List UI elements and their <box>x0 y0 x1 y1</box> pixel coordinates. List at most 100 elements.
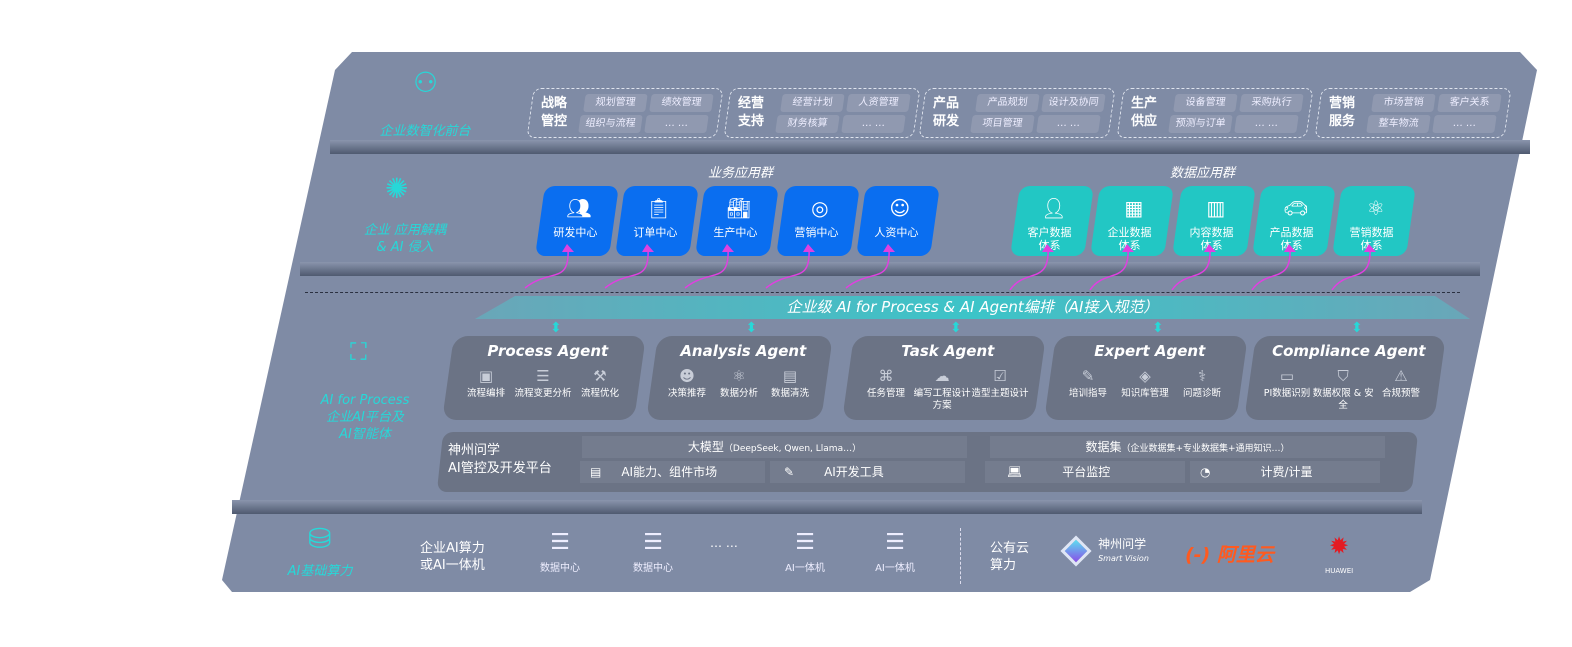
server-item: ☰ AI一体机 <box>780 530 830 574</box>
agent-feature[interactable]: ⚕ 问题诊断 <box>1171 367 1233 400</box>
connector-arrowhead <box>1122 244 1134 252</box>
doc-icon: ▤ <box>783 367 798 385</box>
connector-arrow <box>1089 247 1129 291</box>
agent-name: Expert Agent <box>1094 342 1206 360</box>
agent-feature[interactable]: ▤ 数据清洗 <box>759 367 821 400</box>
agent-name: Compliance Agent <box>1272 342 1426 360</box>
platform-title-line2: AI管控及开发平台 <box>448 461 552 476</box>
dataset-note: （企业数据集+专业数据集+通用知识…） <box>1121 444 1290 454</box>
server-label: 数据中心 <box>540 563 580 574</box>
layers-icon: ◈ <box>1139 367 1151 385</box>
agent-feature[interactable]: ▭ PI数据识别 <box>1256 367 1318 400</box>
enterprise-compute-line2: 或AI一体机 <box>420 558 485 573</box>
layer-label-ai: AI for Process 企业AI平台及 AI智能体 <box>300 392 430 443</box>
agent-name: Task Agent <box>901 342 995 360</box>
down-arrow-icon: ⬍ <box>1152 320 1164 336</box>
aliyun-name: 阿里云 <box>1216 544 1274 566</box>
platform-title-line1: 神州问学 <box>448 443 501 458</box>
layer-label-apps: 企业 应用解耦 & AI 侵入 <box>340 222 470 256</box>
server-icon: ☰ <box>885 530 905 555</box>
layer-label-compute: AI基础算力 <box>287 564 353 579</box>
server-icon: ☰ <box>550 530 570 555</box>
agent-feature-label: 数据权限 & 安全 <box>1312 388 1374 411</box>
connector-arrow <box>1009 247 1049 291</box>
smartvision-diamond-icon <box>1060 535 1092 567</box>
pen-icon: ✎ <box>1081 367 1094 385</box>
platform-monitor[interactable]: 💻︎ 平台监控 <box>985 461 1185 483</box>
agent-card[interactable]: Expert Agent ✎ 培训指导 ◈ 知识库管理 ⚕ 问题诊断 <box>1044 336 1248 420</box>
dashed-separator <box>305 292 1460 293</box>
agent-card[interactable]: Task Agent ⌘ 任务管理 ☁ 编写工程设计方案 ☑ 造型主题设计 <box>842 336 1046 420</box>
public-cloud-line2: 算力 <box>990 558 1017 573</box>
agent-feature[interactable]: ✎ 培训指导 <box>1057 367 1119 400</box>
down-arrow-icon: ⬍ <box>950 320 962 336</box>
smartvision-en: Smart Vision <box>1098 554 1149 563</box>
devtools-label: AI开发工具 <box>824 465 884 479</box>
alert-icon: ⚠ <box>1393 367 1408 385</box>
llm-note: （DeepSeek, Qwen, Llama…） <box>723 444 862 454</box>
connector-arrowhead <box>1284 244 1296 252</box>
server-item: ☰ 数据中心 <box>535 530 585 574</box>
agent-feature[interactable]: ☑ 造型主题设计 <box>969 367 1031 400</box>
agent-feature-label: 流程编排 <box>466 388 505 399</box>
server-item: ☰ AI一体机 <box>870 530 920 574</box>
agent-feature-label: 数据清洗 <box>771 388 810 399</box>
connector-arrow <box>765 247 810 289</box>
agent-feature[interactable]: ☁ 编写工程设计方案 <box>911 367 973 412</box>
connector-arrows <box>524 244 1376 291</box>
dev-tools[interactable]: ✎ AI开发工具 <box>770 461 965 483</box>
agent-feature[interactable]: ⛉ 数据权限 & 安全 <box>1312 367 1374 412</box>
shield-icon: ⛉ <box>1337 367 1349 385</box>
huawei-name: HUAWEI <box>1325 567 1354 575</box>
public-cloud-line1: 公有云 <box>990 541 1030 556</box>
huawei-logo: ✹ HUAWEI <box>1325 534 1353 577</box>
agent-card[interactable]: Compliance Agent ▭ PI数据识别 ⛉ 数据权限 & 安全 ⚠ 合规预警 <box>1244 336 1446 420</box>
database-icon: ⛁ <box>308 522 332 555</box>
llm-label: 大模型 <box>687 440 724 454</box>
data-apps-title: 数据应用群 <box>1170 166 1236 181</box>
layer-label-ai-line2: 企业AI平台及 <box>326 410 404 425</box>
connector-arrowhead <box>1364 244 1376 252</box>
connector-arrow <box>1331 247 1371 291</box>
layer-divider <box>232 500 1422 514</box>
layer-label-frontend: 企业数智化前台 <box>379 124 471 139</box>
smartvision-logo: 神州问学 Smart Vision <box>1060 535 1149 567</box>
agent-feature-label: 合规预警 <box>1381 388 1420 399</box>
connector-arrow <box>604 247 649 289</box>
agent-feature-label: 决策推荐 <box>667 388 706 399</box>
id-icon: ▭ <box>1280 367 1295 385</box>
network-icon: ⌘ <box>878 367 894 385</box>
component-market[interactable]: ▤ AI能力、组件市场 <box>580 461 765 483</box>
agent-card[interactable]: Process Agent ▣ 流程编排 ☰ 流程变更分析 ⚒ 流程优化 <box>442 336 646 420</box>
agent-feature[interactable]: ▣ 流程编排 <box>455 367 517 400</box>
server-label: 数据中心 <box>633 563 673 574</box>
down-arrow-icon: ⬍ <box>1351 320 1363 336</box>
agent-feature[interactable]: ⚠ 合规预警 <box>1370 367 1432 400</box>
connector-arrowhead <box>722 244 734 252</box>
layer-divider <box>300 262 1480 276</box>
monitor-icon: 💻︎ <box>1007 465 1023 479</box>
agent-feature-label: 培训指导 <box>1068 388 1107 399</box>
layer-label-ai-line1: AI for Process <box>320 393 410 408</box>
aliyun-mark: (-) <box>1185 544 1211 566</box>
business-apps-title: 业务应用群 <box>708 166 774 181</box>
agent-feature-label: 任务管理 <box>866 388 905 399</box>
market-icon: ▤ <box>590 465 602 479</box>
billing[interactable]: ◔ 计费/计量 <box>1190 461 1380 483</box>
enterprise-compute-line1: 企业AI算力 <box>420 541 485 556</box>
agent-feature[interactable]: ☰ 流程变更分析 <box>512 367 574 400</box>
agent-feature[interactable]: ⌘ 任务管理 <box>855 367 917 400</box>
agent-feature-label: 造型主题设计 <box>971 388 1029 399</box>
agent-card[interactable]: Analysis Agent ☻ 决策推荐 ⚛ 数据分析 ▤ 数据清洗 <box>646 336 833 420</box>
agent-feature[interactable]: ⚒ 流程优化 <box>569 367 631 400</box>
connector-arrowhead <box>1042 244 1054 252</box>
agent-feature[interactable]: ◈ 知识库管理 <box>1114 367 1176 400</box>
agent-feature-label: 编写工程设计方案 <box>913 388 971 411</box>
server-item: ☰ 数据中心 <box>628 530 678 574</box>
server-label: AI一体机 <box>785 563 825 574</box>
enterprise-compute-label: 企业AI算力 或AI一体机 <box>420 540 485 574</box>
connector-arrowhead <box>883 244 895 252</box>
molecule-icon: ✺ <box>385 172 409 205</box>
agent-feature-label: PI数据识别 <box>1264 388 1311 399</box>
llm-bar: 大模型（DeepSeek, Qwen, Llama…） <box>582 436 967 458</box>
